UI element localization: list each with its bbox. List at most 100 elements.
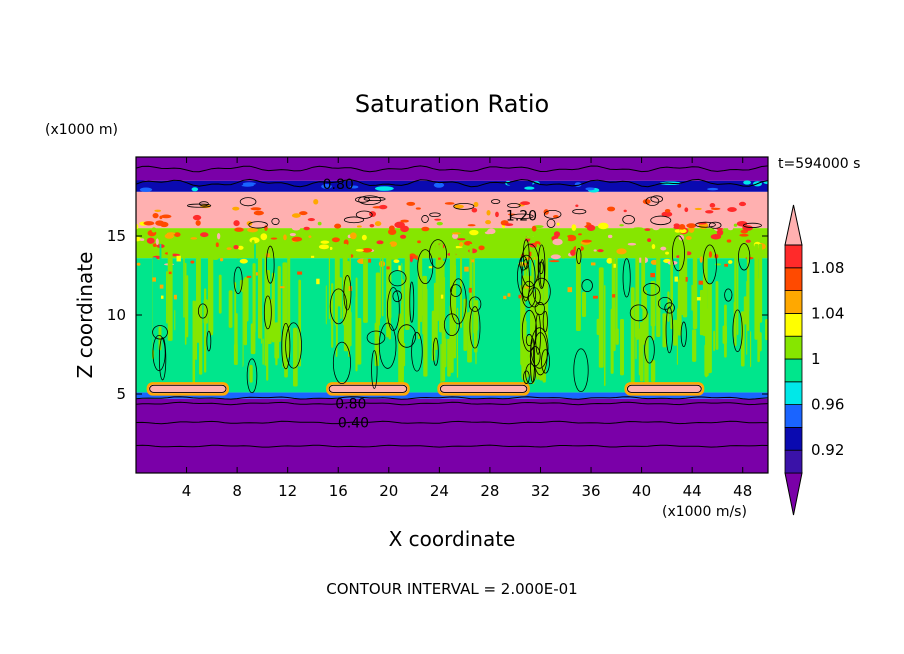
lower-patch — [328, 384, 408, 394]
plume-streak — [381, 243, 384, 317]
plume-streak — [298, 279, 302, 367]
cell-patch — [506, 182, 516, 186]
contour-line — [343, 275, 352, 311]
cell-patch — [549, 260, 560, 263]
contour-line — [664, 302, 675, 314]
cell-patch — [253, 210, 264, 216]
cell-patch — [495, 211, 499, 218]
plume-streak — [375, 272, 381, 326]
cell-patch — [374, 221, 382, 227]
cell-patch — [468, 287, 472, 293]
cell-patch — [633, 227, 644, 230]
plume-streak — [234, 282, 237, 353]
x-tick-label: 28 — [480, 482, 499, 500]
contour-line — [521, 280, 537, 308]
colorbar-swatch — [784, 404, 803, 428]
cell-patch — [219, 257, 224, 262]
cell-patch — [636, 228, 642, 232]
contour-line — [233, 266, 243, 295]
cell-patch — [211, 256, 219, 261]
cell-patch — [321, 184, 332, 189]
plume-streak — [417, 243, 421, 340]
cell-patch — [361, 234, 367, 241]
cell-patch — [678, 224, 686, 230]
colorbar-swatch — [784, 290, 803, 314]
cell-patch — [233, 245, 239, 250]
contour-line — [285, 322, 302, 369]
cell-patch — [487, 228, 496, 235]
cell-patch — [433, 182, 445, 188]
cell-patch — [451, 232, 461, 235]
plume-streak — [650, 280, 656, 327]
cell-patch — [507, 293, 511, 297]
plume-streak — [337, 306, 341, 383]
plume-streak — [264, 255, 267, 366]
contour-line — [543, 210, 562, 219]
contour-line — [650, 195, 664, 203]
cell-patch — [434, 218, 442, 221]
plume-streak — [199, 303, 203, 375]
cell-patch — [297, 271, 303, 275]
plume-streak — [736, 254, 739, 336]
cell-patch — [651, 243, 656, 250]
cell-patch — [674, 276, 678, 282]
contour-line — [626, 384, 702, 393]
contour-line — [450, 278, 467, 325]
contour-line — [521, 309, 537, 352]
cell-patch — [246, 275, 252, 278]
cell-patch — [575, 204, 579, 208]
cell-patch — [154, 209, 162, 212]
cell-patch — [247, 227, 259, 233]
cell-patch — [361, 248, 373, 253]
cell-patch — [355, 248, 364, 252]
cell-patch — [394, 221, 405, 229]
cell-patch — [291, 236, 303, 242]
contour-line — [136, 396, 768, 400]
plume-streak — [183, 243, 185, 318]
plume-streak — [646, 312, 649, 387]
cell-patch — [570, 249, 576, 256]
contour-line — [152, 334, 166, 372]
time-label: t=594000 s — [778, 156, 860, 172]
cell-patch — [745, 239, 751, 243]
cell-patch — [444, 202, 455, 205]
cell-patch — [192, 214, 202, 221]
plume-streak — [398, 365, 403, 388]
cell-patch — [552, 238, 563, 246]
contour-line — [702, 244, 717, 285]
cell-patch — [707, 187, 719, 191]
plume-streak — [261, 314, 263, 344]
cell-patch — [661, 211, 673, 217]
cell-patch — [152, 277, 156, 282]
y-axis-label: Z coordinate — [73, 252, 97, 379]
plume-streak — [692, 255, 698, 329]
plume-streak — [440, 343, 442, 387]
cell-patch — [329, 246, 333, 250]
plume-streak — [656, 250, 661, 337]
contour-line — [450, 284, 462, 297]
cell-patch — [190, 260, 195, 264]
cell-patch — [348, 286, 353, 291]
plume-streak — [363, 258, 368, 323]
cell-patch — [651, 223, 661, 231]
contour-line — [708, 221, 722, 229]
cell-patch — [191, 187, 199, 192]
cell-patch — [565, 234, 577, 242]
plume-streak — [166, 271, 168, 324]
plume-streak — [293, 327, 298, 387]
contour-line — [332, 341, 351, 385]
cell-patch — [313, 198, 319, 205]
cell-patch — [421, 226, 430, 232]
cell-patch — [581, 239, 592, 243]
contour-line — [672, 235, 685, 272]
cell-patch — [673, 223, 680, 228]
contour-line — [392, 290, 403, 303]
contour-line — [521, 259, 531, 302]
cell-patch — [307, 218, 315, 222]
cell-patch — [469, 229, 479, 236]
contour-line — [136, 178, 768, 188]
cell-patch — [531, 225, 537, 232]
contour-line — [246, 358, 258, 394]
cell-patch — [237, 245, 244, 250]
